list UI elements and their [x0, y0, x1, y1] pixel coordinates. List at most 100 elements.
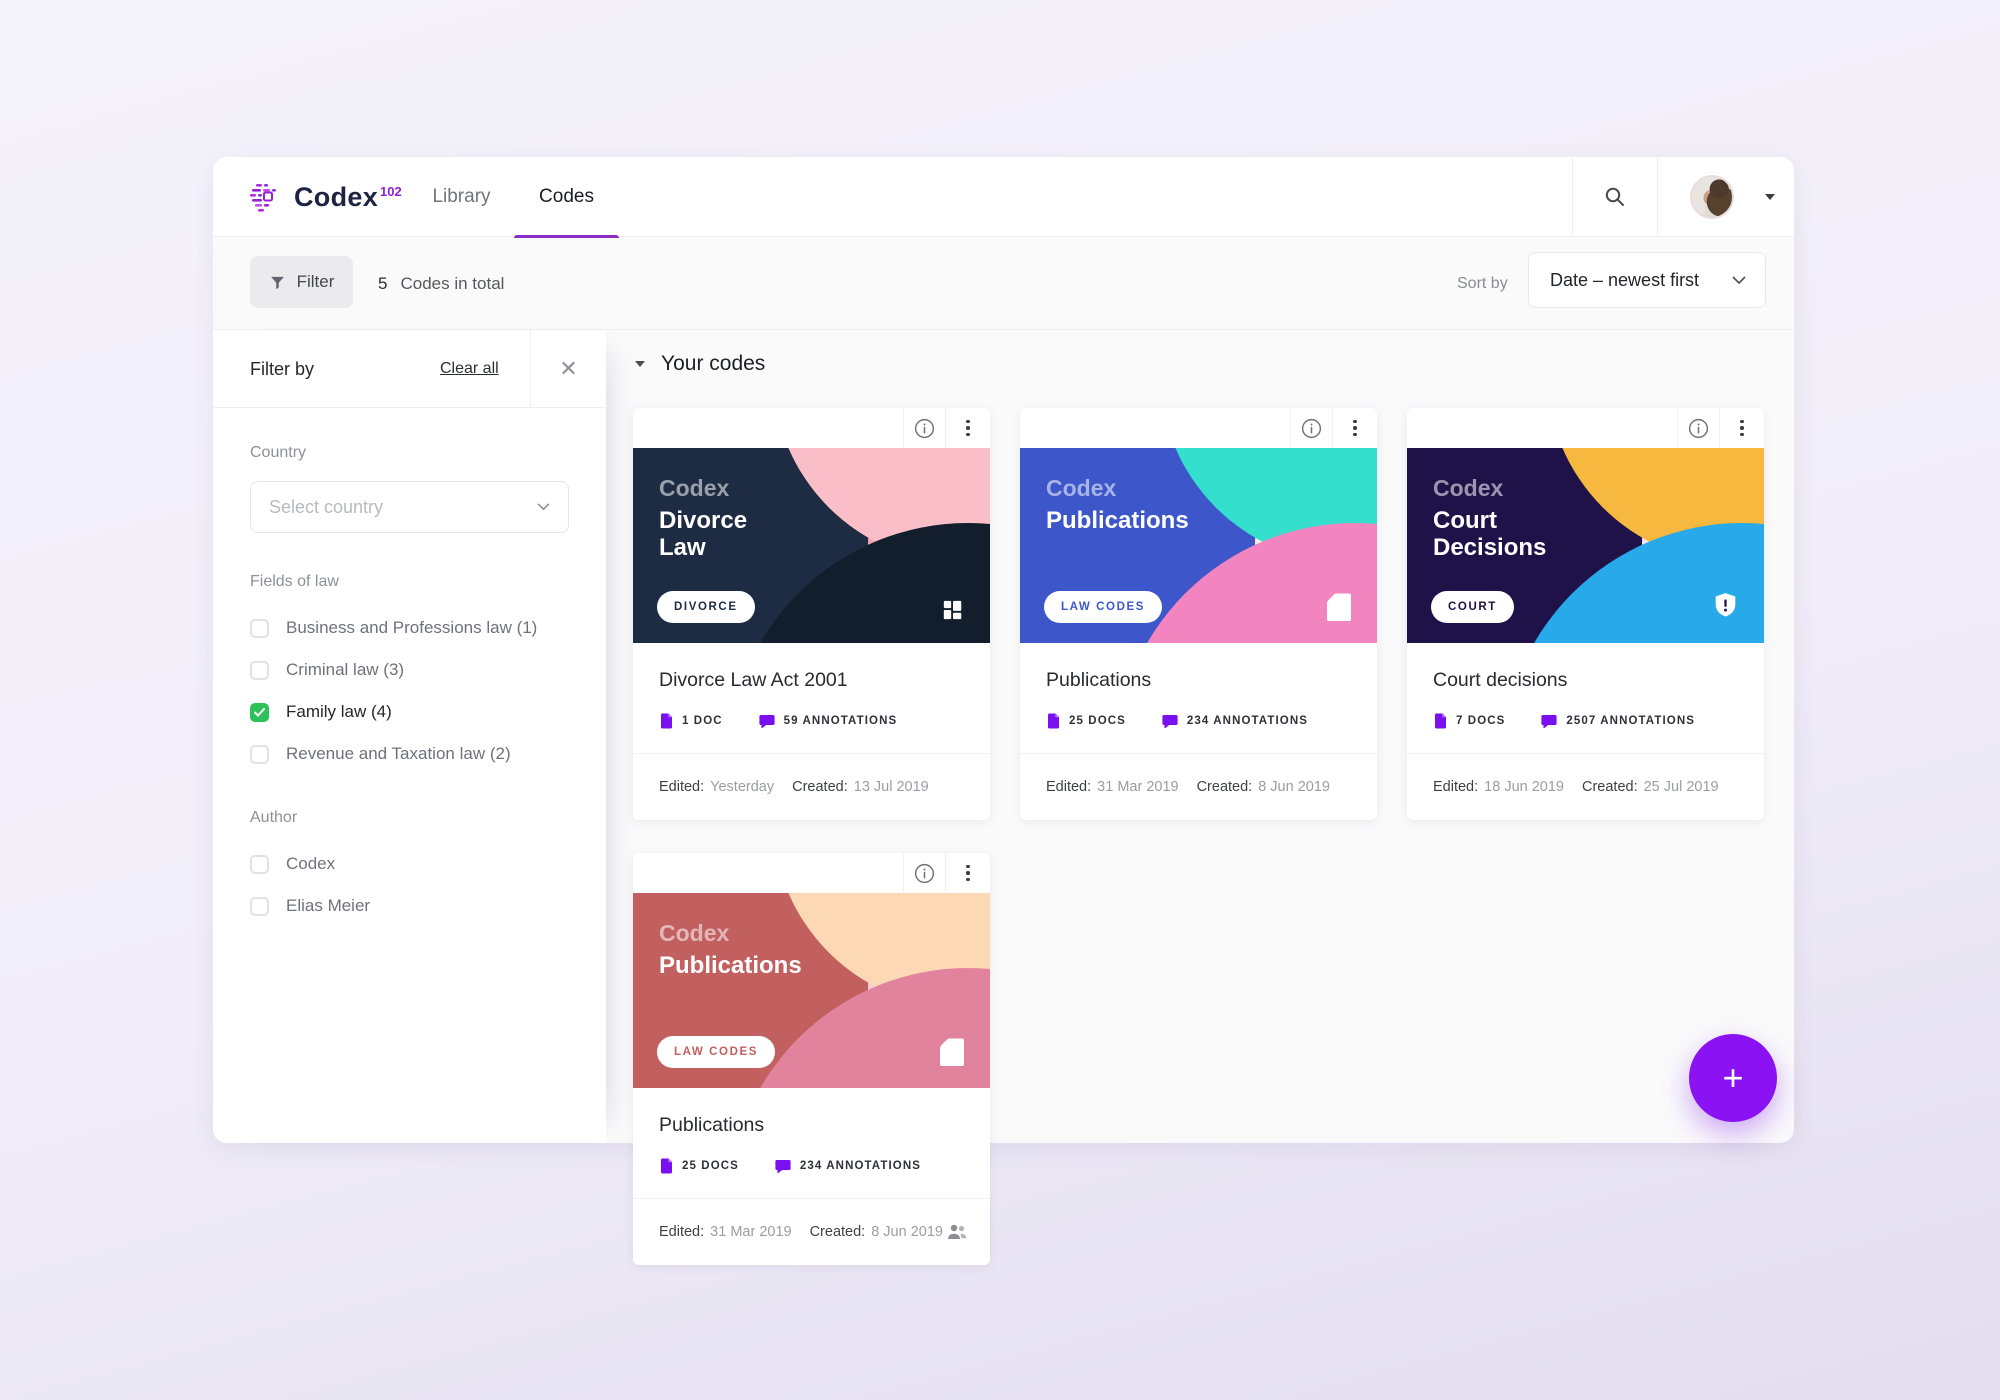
card-cover: Codex Publications LAW CODES — [1020, 448, 1377, 643]
brand-superscript: 102 — [380, 183, 402, 199]
card-menu-button[interactable] — [945, 853, 990, 893]
filter-option-label: Business and Professions law (1) — [286, 618, 538, 637]
codex-logo-icon — [250, 184, 276, 212]
cover-bottom-circle — [1115, 523, 1377, 643]
document-icon — [940, 1038, 964, 1066]
checkbox[interactable] — [250, 702, 269, 722]
kebab-icon — [1353, 419, 1357, 437]
info-icon — [1688, 418, 1709, 438]
filter-option-field-2[interactable]: Family law (4) — [250, 691, 569, 733]
checkmark-icon — [254, 707, 265, 716]
checkbox[interactable] — [250, 896, 269, 916]
checkbox[interactable] — [250, 854, 269, 874]
checkbox[interactable] — [250, 618, 269, 638]
code-card-0[interactable]: Codex Divorce Law DIVORCE Divorce Law Act… — [633, 408, 990, 820]
country-select[interactable]: Select country — [250, 481, 569, 533]
add-code-button[interactable]: + — [1689, 1034, 1777, 1122]
card-title: Court decisions — [1433, 669, 1568, 691]
cover-tag-pill: DIVORCE — [657, 591, 755, 623]
filter-option-author-1[interactable]: Elias Meier — [250, 885, 569, 927]
filter-sidebar-body: Country Select country Fields of law Bus… — [213, 444, 606, 927]
card-cover: Codex Publications LAW CODES — [633, 893, 990, 1088]
user-avatar[interactable] — [1690, 175, 1734, 219]
search-button[interactable] — [1572, 157, 1658, 237]
docs-count: 25 DOCS — [682, 1160, 739, 1172]
card-footer: Edited: Yesterday Created: 13 Jul 2019 — [633, 754, 990, 820]
funnel-icon — [270, 276, 284, 289]
cover-brand: Codex — [1433, 475, 1504, 501]
kebab-icon — [966, 419, 970, 437]
main-content: Your codes Codex Divorce Law DIVORCE — [606, 330, 1794, 1265]
created-value: 8 Jun 2019 — [871, 1224, 943, 1240]
section-collapse-caret-icon[interactable] — [635, 361, 645, 367]
card-menu-button[interactable] — [1332, 408, 1377, 448]
cover-tag-pill: LAW CODES — [657, 1036, 776, 1068]
doc-stat-icon — [660, 713, 672, 729]
docs-stat: 25 DOCS — [1046, 713, 1126, 729]
filter-option-field-1[interactable]: Criminal law (3) — [250, 649, 569, 691]
brand-name: Codex 102 — [294, 181, 402, 212]
people-icon — [948, 1224, 967, 1239]
annotations-stat: 234 ANNOTATIONS — [775, 1158, 921, 1174]
filter-bar: Filter 5 Codes in total Sort by Date – n… — [213, 237, 1794, 330]
card-stats: 25 DOCS 234 ANNOTATIONS — [659, 1158, 964, 1174]
card-stats: 1 DOC 59 ANNOTATIONS — [659, 713, 964, 729]
annotations-stat: 234 ANNOTATIONS — [1162, 713, 1308, 729]
cover-title: Court Decisions — [1433, 507, 1547, 561]
tab-library[interactable]: Library — [432, 186, 491, 207]
checkbox[interactable] — [250, 744, 269, 764]
fields-of-law-label: Fields of law — [250, 573, 339, 590]
search-icon — [1605, 187, 1624, 206]
docs-count: 7 DOCS — [1456, 715, 1506, 727]
cover-icon-wrap — [942, 599, 964, 621]
checkbox[interactable] — [250, 660, 269, 680]
filter-sidebar-header: Filter by Clear all ✕ — [213, 330, 606, 408]
filter-button[interactable]: Filter — [250, 256, 353, 308]
card-menu-button[interactable] — [945, 408, 990, 448]
docs-count: 25 DOCS — [1069, 715, 1126, 727]
section-title: Your codes — [661, 352, 766, 375]
code-card-3[interactable]: Codex Publications LAW CODES Publication… — [633, 853, 990, 1265]
card-toolbar — [633, 853, 990, 893]
edited-label: Edited: — [1046, 779, 1092, 795]
card-info-button[interactable] — [903, 853, 945, 893]
sort-by-label: Sort by — [1457, 274, 1508, 292]
annotation-stat-icon — [775, 1159, 791, 1173]
doc-stat-icon — [1047, 713, 1059, 729]
info-icon — [914, 863, 935, 883]
cover-title: Divorce Law — [659, 507, 748, 561]
filter-option-author-0[interactable]: Codex — [250, 843, 569, 885]
clear-all-link[interactable]: Clear all — [440, 360, 499, 377]
created-label: Created: — [1196, 779, 1253, 795]
card-cover: Codex Divorce Law DIVORCE — [633, 448, 990, 643]
cover-tag-pill: LAW CODES — [1044, 591, 1163, 623]
tab-codes[interactable]: Codes — [514, 157, 619, 238]
filter-option-field-3[interactable]: Revenue and Taxation law (2) — [250, 733, 569, 775]
app-panel: Codex 102 Library Codes Filter 5 Codes in… — [213, 157, 1794, 1265]
code-card-1[interactable]: Codex Publications LAW CODES Publication… — [1020, 408, 1377, 820]
user-menu-caret-icon[interactable] — [1765, 194, 1775, 200]
annotation-stat-icon — [1541, 714, 1558, 728]
filter-sidebar: Filter by Clear all ✕ Country Select cou… — [213, 330, 606, 1143]
card-title: Publications — [659, 1114, 765, 1136]
author-options: Codex Elias Meier — [250, 843, 569, 927]
card-info-button[interactable] — [1290, 408, 1332, 448]
close-filter-button[interactable]: ✕ — [530, 330, 606, 408]
card-info-button[interactable] — [1677, 408, 1719, 448]
docs-stat: 25 DOCS — [659, 1158, 739, 1174]
code-card-2[interactable]: Codex Court Decisions COURT Court decisio… — [1407, 408, 1764, 820]
sort-select[interactable]: Date – newest first — [1528, 252, 1766, 308]
filter-option-field-0[interactable]: Business and Professions law (1) — [250, 607, 569, 649]
filter-option-label: Revenue and Taxation law (2) — [286, 744, 511, 763]
doc-stat-icon — [1434, 713, 1446, 729]
created-value: 13 Jul 2019 — [853, 779, 929, 795]
card-toolbar — [1020, 408, 1377, 448]
card-info-button[interactable] — [903, 408, 945, 448]
shield-icon — [1715, 593, 1736, 617]
card-menu-button[interactable] — [1719, 408, 1764, 448]
card-info-section: Publications 25 DOCS 234 ANNOTATIONS — [1020, 643, 1377, 754]
cards-grid: Codex Divorce Law DIVORCE Divorce Law Act… — [633, 408, 1783, 1265]
codes-count: 5 Codes in total — [378, 237, 504, 330]
card-footer: Edited: 18 Jun 2019 Created: 25 Jul 2019 — [1407, 754, 1764, 820]
